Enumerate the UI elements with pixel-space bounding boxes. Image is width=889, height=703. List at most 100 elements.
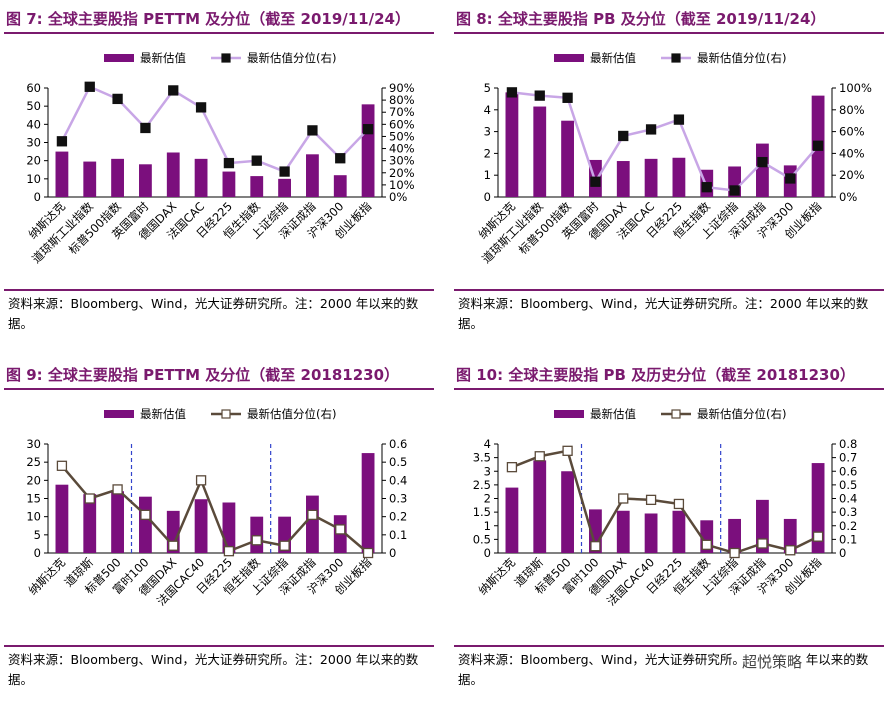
- legend-bar-swatch: [104, 54, 134, 62]
- bar: [194, 499, 208, 553]
- legend-bar-label: 最新估值: [590, 51, 636, 65]
- percentile-marker: [140, 509, 151, 520]
- percentile-marker: [757, 538, 768, 549]
- y-tick-label-right: 40%: [389, 142, 415, 156]
- chart-title: 图 10: 全球主要股指 PB 及历史分位（截至 20181230）: [456, 366, 855, 384]
- y-tick-label-left: 2.5: [473, 478, 491, 492]
- source-note: 资料来源：Bloomberg、Wind，光大证券研究所。注：2000 年以来的数…: [458, 652, 869, 687]
- y-tick-label-right: 50%: [389, 129, 415, 143]
- y-tick-label-right: 0.5: [389, 455, 407, 469]
- bar: [139, 164, 152, 197]
- percentile-marker: [84, 81, 95, 92]
- percentile-line: [511, 91, 820, 192]
- y-tick-label-right: 60%: [839, 125, 865, 139]
- percentile-marker: [279, 166, 290, 177]
- percentile-marker: [307, 509, 318, 520]
- legend-line-marker: [671, 409, 681, 419]
- y-tick-label-left: 2: [484, 146, 491, 160]
- bar: [361, 104, 375, 197]
- bar: [561, 120, 574, 197]
- percentile-marker: [195, 102, 207, 113]
- bar: [333, 175, 347, 197]
- bar: [55, 151, 69, 197]
- percentile-marker: [562, 92, 573, 103]
- y-tick-label-left: 4: [484, 437, 491, 451]
- x-category-label: 纳斯达克: [476, 555, 519, 598]
- chart-title: 图 7: 全球主要股指 PETTM 及分位（截至 2019/11/24）: [6, 10, 410, 28]
- source-note: 资料来源：Bloomberg、Wind，光大证券研究所。注：2000 年以来的数…: [8, 652, 419, 687]
- legend-line-marker: [221, 53, 231, 63]
- bar: [533, 106, 547, 197]
- percentile-marker: [251, 155, 262, 166]
- legend-line-marker: [671, 53, 681, 63]
- chart-title: 图 8: 全球主要股指 PB 及分位（截至 2019/11/24）: [456, 10, 826, 28]
- bar: [250, 516, 264, 553]
- percentile-marker: [335, 153, 346, 164]
- bar: [616, 161, 630, 197]
- bar: [278, 178, 291, 197]
- percentile-marker: [618, 130, 629, 142]
- percentile-marker: [673, 498, 685, 510]
- y-tick-label-left: 40: [26, 117, 41, 131]
- y-tick-label-left: 5: [484, 81, 491, 95]
- bar: [616, 510, 630, 553]
- bar: [672, 510, 686, 553]
- legend-bar-swatch: [554, 410, 584, 418]
- legend-line-label: 最新估值分位(右): [697, 407, 786, 421]
- y-tick-label-left: 25: [26, 455, 41, 469]
- y-tick-label-right: 0.8: [839, 437, 857, 451]
- y-tick-label-right: 0.5: [839, 478, 857, 492]
- y-tick-label-right: 80%: [839, 103, 865, 117]
- bar: [756, 143, 769, 197]
- bar: [728, 518, 741, 553]
- y-tick-label-right: 0.7: [839, 451, 857, 465]
- y-tick-label-right: 0.6: [839, 464, 857, 478]
- chart-fig7: 最新估值 最新估值分位(右) 0 10 20 30 40 50 60 0%10%20%30%40%…: [26, 51, 415, 266]
- percentile-marker: [812, 531, 824, 542]
- y-tick-label-right: 0.1: [389, 528, 407, 542]
- x-category-label: 纳斯达克: [26, 555, 69, 598]
- percentile-marker: [56, 460, 68, 471]
- bar: [361, 453, 375, 553]
- chart-fig9: 最新估值 最新估值分位(右) 0 5 10 15 20 25 30 0 0.1 0.2 0.3 0.4 0.…: [26, 407, 408, 609]
- chart-panel-fig8: 图 8: 全球主要股指 PB 及分位（截至 2019/11/24） 最新估值 最新…: [454, 2, 884, 347]
- divider: [454, 388, 884, 390]
- y-tick-label-right: 90%: [389, 81, 415, 95]
- percentile-marker: [701, 539, 712, 550]
- y-tick-label-left: 30: [26, 136, 41, 150]
- y-tick-label-left: 10: [26, 172, 41, 186]
- percentile-marker: [506, 87, 518, 98]
- bar: [505, 92, 519, 197]
- y-tick-label-right: 0%: [839, 190, 857, 204]
- percentile-marker: [534, 90, 545, 101]
- percentile-marker: [223, 157, 235, 169]
- y-tick-label-right: 0.2: [389, 510, 407, 524]
- percentile-marker: [195, 475, 207, 486]
- y-tick-label-right: 70%: [389, 105, 415, 119]
- chart-panel-fig10: 图 10: 全球主要股指 PB 及历史分位（截至 20181230） 最新估值 最…: [454, 358, 884, 703]
- percentile-marker: [112, 484, 123, 495]
- bar: [505, 487, 519, 553]
- y-tick-label-left: 60: [26, 81, 41, 95]
- divider: [4, 289, 434, 291]
- watermark: 超悦策略: [738, 651, 807, 672]
- y-tick-label-left: 3: [484, 125, 491, 139]
- y-tick-label-left: 1: [484, 519, 491, 533]
- y-tick-label-right: 20%: [389, 166, 415, 180]
- legend-line-label: 最新估值分位(右): [247, 407, 336, 421]
- y-tick-label-left: 50: [26, 99, 41, 113]
- divider: [454, 32, 884, 34]
- divider: [4, 645, 434, 647]
- y-tick-label-right: 80%: [389, 93, 415, 107]
- y-tick-label-left: 0: [484, 190, 491, 204]
- percentile-line: [60, 464, 369, 554]
- y-tick-label-left: 0: [34, 190, 41, 204]
- percentile-marker: [673, 114, 685, 125]
- y-tick-label-left: 3.5: [473, 451, 491, 465]
- percentile-marker: [785, 545, 796, 556]
- y-tick-label-right: 0.4: [389, 473, 407, 487]
- bar: [783, 518, 797, 553]
- bar: [672, 157, 686, 197]
- bar: [250, 176, 264, 197]
- percentile-line: [60, 85, 369, 174]
